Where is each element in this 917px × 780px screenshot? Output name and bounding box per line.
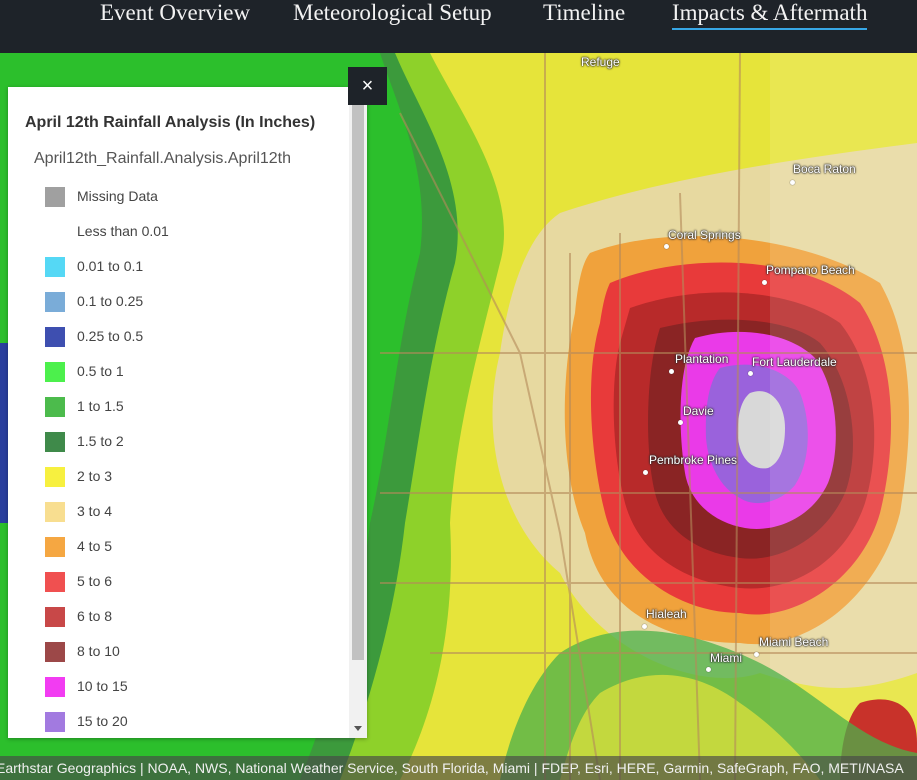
place-label-refuge: Refuge (581, 55, 620, 69)
legend-scrollbar[interactable] (349, 87, 367, 738)
legend-swatch (45, 502, 65, 522)
place-label-pompano-beach: Pompano Beach (766, 263, 855, 277)
legend-label: Missing Data (77, 188, 158, 204)
legend-swatch (45, 607, 65, 627)
legend-swatch (45, 572, 65, 592)
rainfall-map[interactable]: Refuge Boca Raton Coral Springs Pompano … (0, 53, 917, 780)
legend-swatch (45, 397, 65, 417)
legend-label: 0.01 to 0.1 (77, 258, 144, 274)
place-marker (678, 420, 683, 425)
top-navigation: Event Overview Meteorological Setup Time… (0, 0, 917, 53)
place-label-plantation: Plantation (675, 352, 729, 366)
legend-label: 1 to 1.5 (77, 398, 124, 414)
legend-swatch (45, 642, 65, 662)
legend-title: April 12th Rainfall Analysis (In Inches) (25, 114, 316, 131)
legend-label: 15 to 20 (77, 713, 128, 729)
legend-label: 0.5 to 1 (77, 363, 124, 379)
place-label-fort-lauderdale: Fort Lauderdale (752, 355, 837, 369)
legend-panel: April 12th Rainfall Analysis (In Inches)… (8, 87, 367, 738)
place-marker (748, 371, 753, 376)
tab-event-overview[interactable]: Event Overview (100, 0, 251, 25)
rainfall-map-canvas (0, 53, 917, 780)
legend-label: Less than 0.01 (77, 223, 169, 239)
legend-label: 0.25 to 0.5 (77, 328, 144, 344)
tab-meteorological-setup[interactable]: Meteorological Setup (293, 0, 492, 25)
place-marker (706, 667, 711, 672)
place-label-coral-springs: Coral Springs (668, 228, 741, 242)
place-marker (669, 369, 674, 374)
place-label-hialeah: Hialeah (646, 607, 687, 621)
place-label-davie: Davie (683, 404, 714, 418)
legend-label: 8 to 10 (77, 643, 120, 659)
legend-swatch (45, 292, 65, 312)
place-marker (642, 624, 647, 629)
place-label-boca-raton: Boca Raton (793, 162, 856, 176)
legend-swatch (45, 362, 65, 382)
place-marker (643, 470, 648, 475)
tab-timeline[interactable]: Timeline (543, 0, 626, 25)
legend-label: 4 to 5 (77, 538, 113, 554)
place-marker (664, 244, 669, 249)
legend-swatch (45, 677, 65, 697)
legend-swatch (45, 537, 65, 557)
legend-swatch (45, 467, 65, 487)
place-label-pembroke-pines: Pembroke Pines (649, 453, 738, 467)
legend-swatch (45, 432, 65, 452)
legend-layer-name: April12th_Rainfall.Analysis.April12th (34, 150, 292, 167)
place-label-miami: Miami (710, 651, 742, 665)
legend-label: 1.5 to 2 (77, 433, 124, 449)
place-label-miami-beach: Miami Beach (759, 635, 829, 649)
legend-label: 6 to 8 (77, 608, 113, 624)
close-legend-button[interactable]: × (348, 67, 387, 105)
place-marker (762, 280, 767, 285)
scroll-down-arrow-icon[interactable] (354, 726, 362, 731)
place-marker (790, 180, 795, 185)
legend-label: 10 to 15 (77, 678, 128, 694)
tab-impacts-aftermath[interactable]: Impacts & Aftermath (672, 0, 868, 30)
attribution-text: Earthstar Geographics | NOAA, NWS, Natio… (0, 760, 904, 776)
place-marker (754, 652, 759, 657)
legend-label: 2 to 3 (77, 468, 113, 484)
legend-swatch (45, 257, 65, 277)
legend-label: 3 to 4 (77, 503, 113, 519)
legend-swatch (45, 187, 65, 207)
legend-swatch (45, 712, 65, 732)
scrollbar-thumb[interactable] (352, 99, 364, 660)
legend-swatch (45, 222, 65, 242)
legend-label: 0.1 to 0.25 (77, 293, 144, 309)
map-attribution: Earthstar Geographics | NOAA, NWS, Natio… (0, 756, 917, 780)
legend-swatch (45, 327, 65, 347)
legend-label: 5 to 6 (77, 573, 113, 589)
